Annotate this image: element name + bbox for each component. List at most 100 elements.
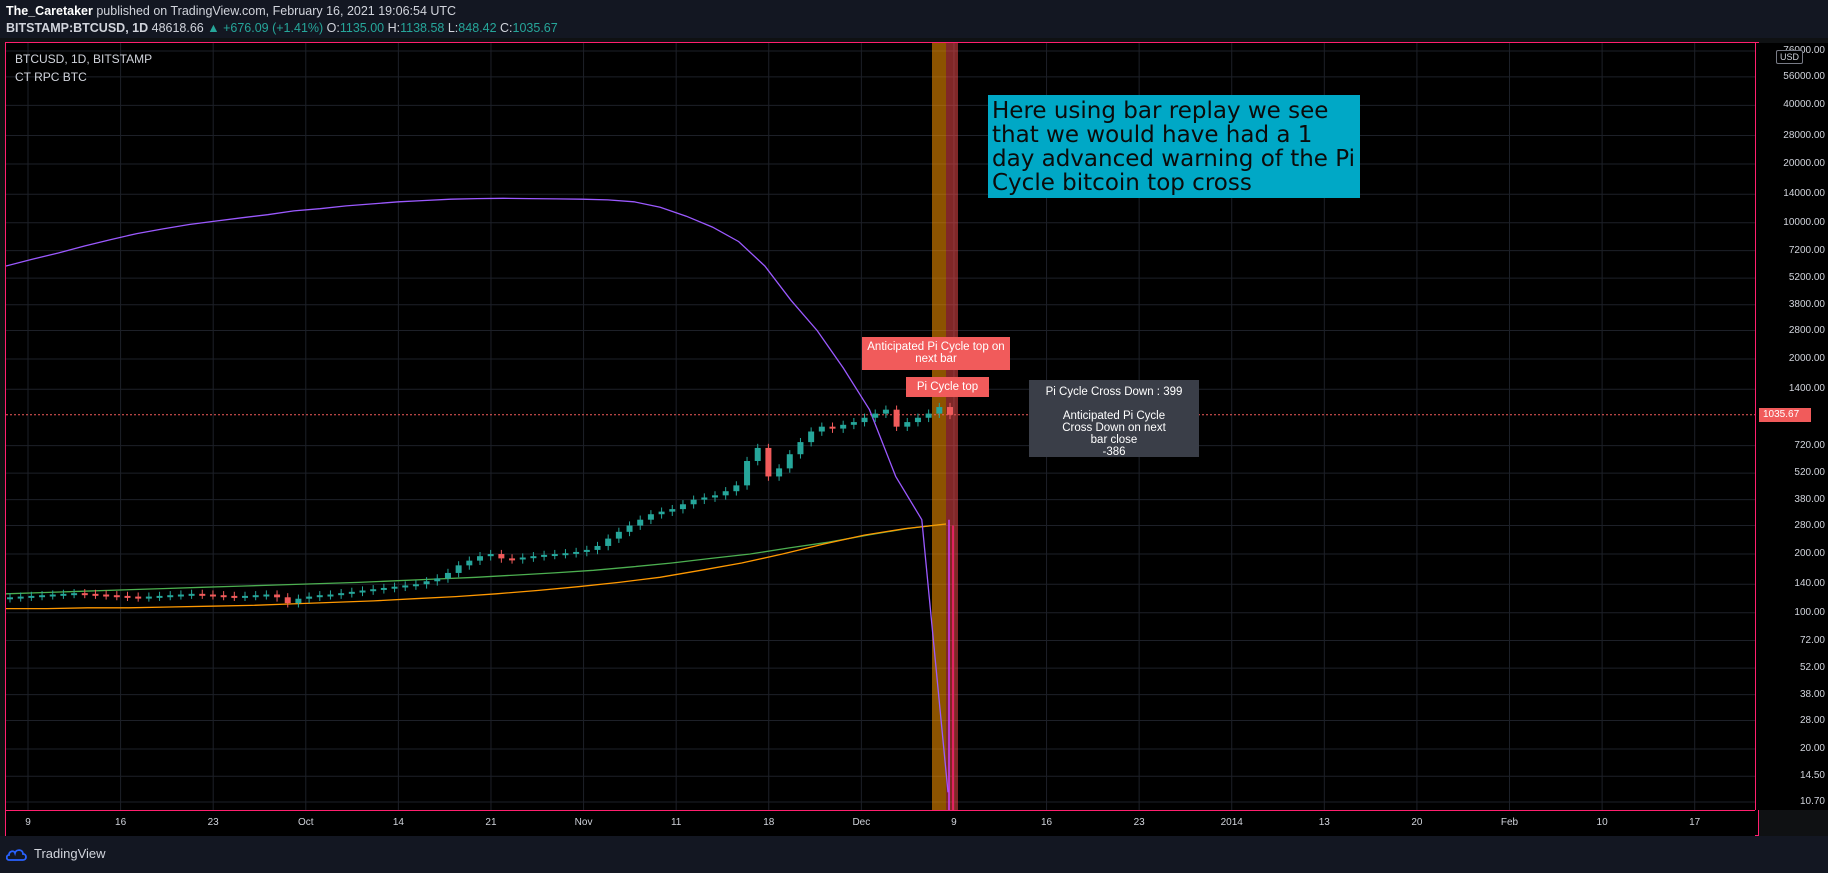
candle-body	[551, 554, 558, 557]
candle-body	[797, 442, 804, 455]
price-tick-label: 14000.00	[1783, 188, 1825, 200]
price-tick-label: 520.00	[1794, 467, 1825, 479]
price-tick-label: 5200.00	[1788, 272, 1825, 284]
time-tick-label: 9	[951, 817, 957, 828]
candle-body	[893, 409, 900, 427]
candle-body	[412, 584, 419, 587]
candle-body	[402, 585, 409, 588]
time-tick-label: Dec	[852, 817, 871, 828]
candle-body	[690, 499, 697, 505]
candle-body	[541, 554, 548, 557]
candle-body	[498, 554, 505, 559]
highlight-column-orange	[932, 43, 946, 810]
time-tick-label: 17	[1689, 817, 1701, 828]
high-value: 1138.58	[400, 21, 445, 35]
candle-body	[49, 594, 56, 597]
time-tick-label: 16	[1040, 817, 1053, 828]
candle-body	[145, 596, 152, 599]
candle-body	[316, 595, 323, 598]
price-tick-label: 100.00	[1794, 606, 1825, 618]
candle-body	[477, 556, 483, 561]
price-scale[interactable]: 76000.00 56000.00 40000.00 28000.00 20000.00…	[1755, 43, 1828, 810]
time-tick-label: 21	[485, 817, 497, 828]
candle-body	[263, 594, 270, 597]
open-value: 1135.00	[339, 21, 385, 35]
open-label: O:	[326, 21, 340, 35]
cross-down-text: Pi Cycle Cross Down : 399	[1045, 386, 1183, 398]
candle-body	[220, 595, 227, 598]
currency-badge[interactable]: USD	[1776, 50, 1804, 64]
time-tick-label: Oct	[298, 817, 314, 828]
tradingview-logo[interactable]: TradingView	[6, 846, 106, 861]
price-tick-label: 14.50	[1799, 770, 1825, 782]
chart-legend-indicator[interactable]: CT RPC BTC	[15, 70, 87, 84]
candle-body	[744, 461, 751, 486]
candle-body	[156, 595, 163, 598]
series-green-line	[6, 523, 947, 595]
candle-body	[786, 454, 793, 469]
candle-body	[829, 426, 836, 429]
time-tick-label: Nov	[574, 817, 593, 828]
anticipated-cross-value: -386	[1102, 446, 1126, 458]
candle-body	[872, 413, 879, 418]
high-label: H:	[387, 21, 401, 35]
candle-body	[103, 594, 110, 597]
price-tick-label: 72.00	[1799, 634, 1825, 646]
last-price-tag: 1035.67	[1759, 408, 1811, 422]
price-tick-label: 56000.00	[1783, 70, 1825, 82]
candle-body	[71, 593, 78, 596]
candle-body	[444, 572, 451, 579]
candle-body	[434, 578, 441, 582]
annotation-note: Here using bar replay we see that we wou…	[988, 95, 1360, 198]
candle-body	[647, 514, 654, 520]
candle-body	[167, 595, 174, 598]
candle-body	[81, 593, 88, 596]
candle-body	[242, 595, 248, 598]
candle-body	[509, 558, 516, 561]
time-tick-label: 10	[1596, 817, 1608, 828]
chart-pane[interactable]	[6, 43, 1759, 810]
candle-body	[754, 447, 761, 462]
pi-cycle-top-label: Pi Cycle top	[906, 377, 989, 397]
candle-body	[359, 590, 366, 593]
candle-body	[455, 565, 462, 573]
author-name[interactable]: The_Caretaker	[6, 4, 93, 18]
candle-body	[135, 596, 142, 599]
time-tick-label: Feb	[1500, 817, 1519, 828]
publish-text: published on TradingView.com, February 1…	[96, 4, 457, 18]
price-tick-label: 40000.00	[1783, 99, 1825, 111]
time-tick-label: 9	[25, 817, 31, 828]
candle-body	[39, 595, 46, 598]
candle-body	[487, 554, 494, 557]
candle-body	[7, 597, 13, 600]
candle-body	[914, 417, 921, 423]
candle-body	[808, 431, 815, 443]
footer-bar	[0, 836, 1828, 873]
low-value: 848.42	[458, 21, 497, 35]
time-scale[interactable]: 9 16 23 Oct 14 21 Nov 11 18 Dec 9 16 23 2014 13 20 Feb 10…	[6, 810, 1755, 837]
candle-body	[594, 545, 601, 550]
publish-info: The_Caretaker published on TradingView.c…	[6, 4, 456, 18]
candle-body	[17, 596, 24, 599]
cross-down-label: Pi Cycle Cross Down : 399 Anticipated Pi…	[1029, 380, 1199, 458]
close-label: C:	[500, 21, 513, 35]
candle-body	[947, 407, 953, 415]
candle-body	[348, 591, 355, 594]
candle-body	[284, 597, 291, 604]
candle-body	[573, 551, 580, 554]
price-tick-label: 28000.00	[1783, 129, 1825, 141]
price-tick-label: 20000.00	[1783, 158, 1825, 170]
price-tick-label: 76000.00	[1783, 45, 1825, 56]
time-tick-label: 18	[763, 817, 775, 828]
time-tick-label: 16	[115, 817, 127, 828]
price-tick-label: 720.00	[1794, 439, 1825, 451]
chart-svg[interactable]	[6, 43, 1759, 810]
candle-body	[936, 407, 943, 414]
price-tick-label: 3800.00	[1788, 298, 1825, 310]
candle-body	[733, 485, 740, 492]
candle-body	[188, 593, 195, 596]
candle-body	[904, 422, 911, 427]
chart-legend-main[interactable]: BTCUSD, 1D, BITSTAMP	[15, 52, 153, 66]
candle-body	[861, 417, 868, 423]
time-tick-label: 14	[392, 817, 404, 828]
